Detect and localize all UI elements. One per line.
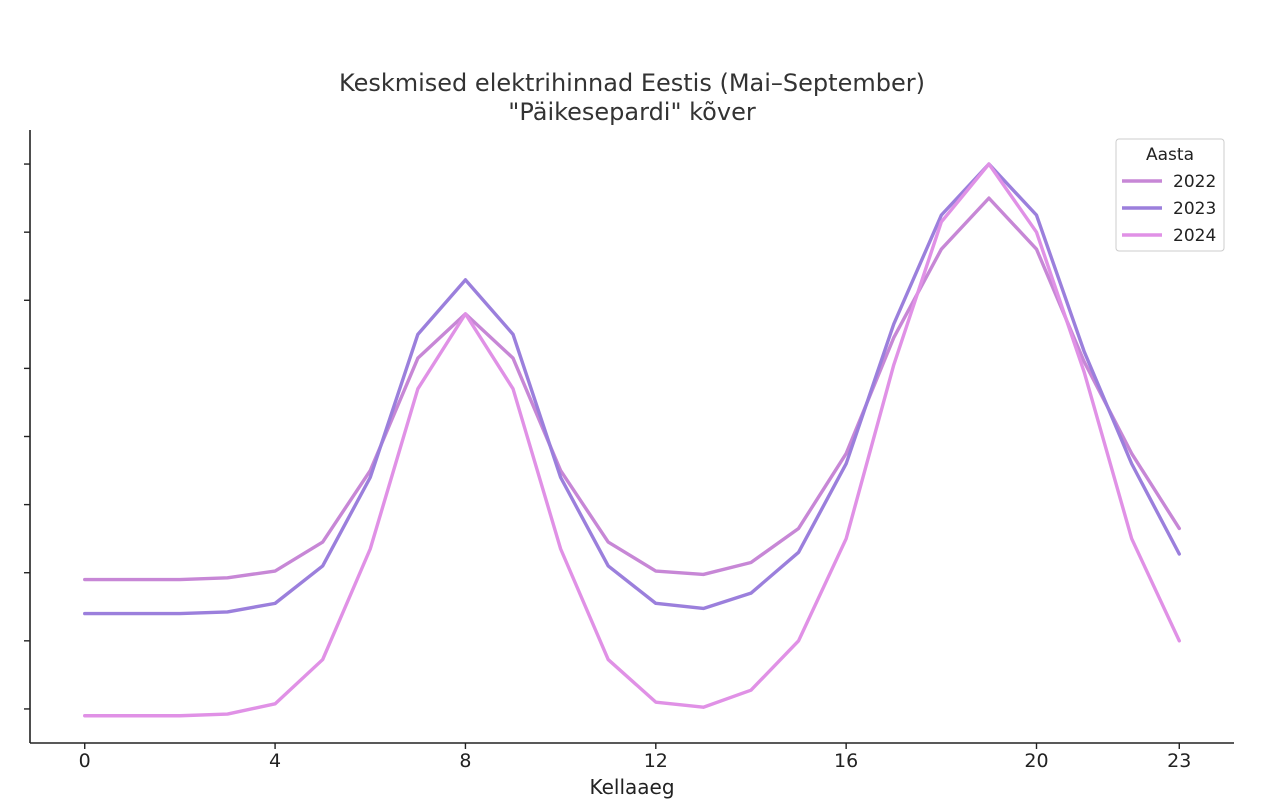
series-line-2022 xyxy=(83,196,1181,582)
series-line-2023 xyxy=(83,162,1181,616)
y-axis-ticks xyxy=(24,163,30,710)
chart-title-line-2: "Päikesepardi" kõver xyxy=(508,98,756,126)
x-tick-label-6: 23 xyxy=(1167,750,1191,772)
x-tick-label-1: 4 xyxy=(269,750,281,772)
legend: Aasta 2022 2023 2024 xyxy=(1115,138,1225,252)
x-tick-label-0: 0 xyxy=(79,750,91,772)
x-axis-ticks: 0 4 8 12 16 20 23 xyxy=(79,743,1191,772)
x-tick-label-5: 20 xyxy=(1024,750,1048,772)
legend-items: 2022 2023 2024 xyxy=(1122,172,1216,246)
legend-frame xyxy=(1115,138,1225,252)
chart-title-line-1: Keskmised elektrihinnad Eestis (Mai–Sept… xyxy=(339,69,925,97)
legend-label-2023: 2023 xyxy=(1173,199,1216,219)
series-line-2024 xyxy=(83,162,1181,718)
plot-lines xyxy=(83,162,1181,718)
x-tick-label-2: 8 xyxy=(459,750,471,772)
legend-label-2024: 2024 xyxy=(1173,226,1216,246)
x-tick-label-3: 12 xyxy=(644,750,668,772)
legend-label-2022: 2022 xyxy=(1173,172,1216,192)
x-axis-label: Kellaaeg xyxy=(589,775,674,799)
legend-title: Aasta xyxy=(1146,145,1194,165)
x-tick-label-4: 16 xyxy=(834,750,858,772)
